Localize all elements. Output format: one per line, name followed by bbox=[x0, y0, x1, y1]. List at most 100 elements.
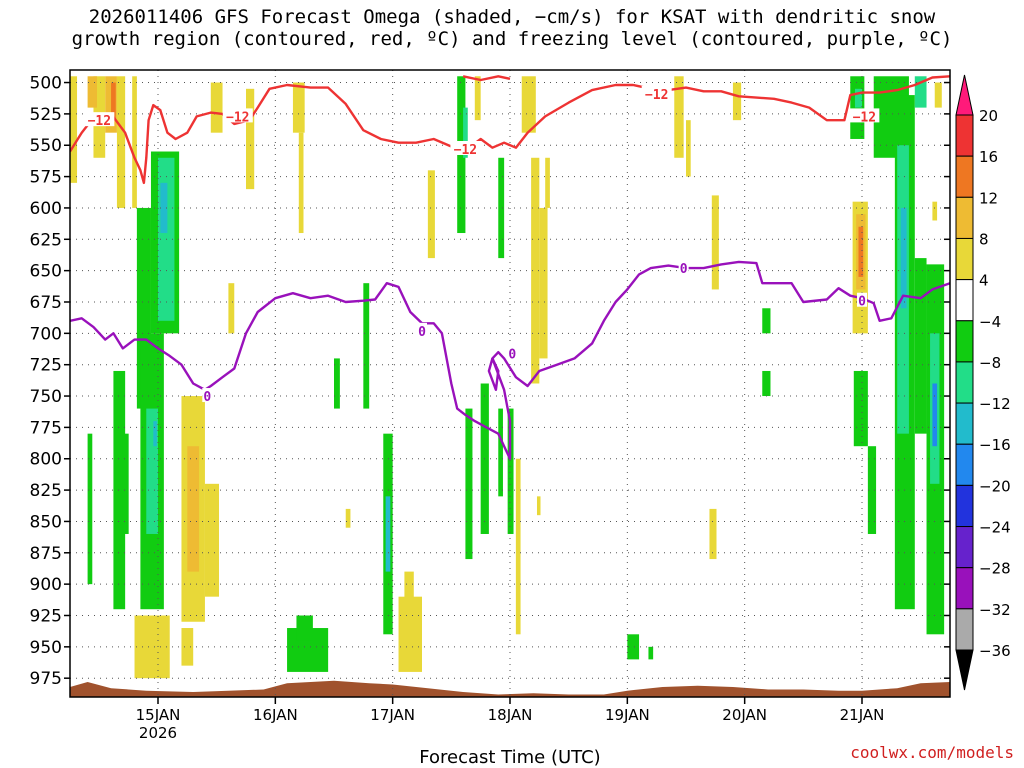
contour-line--12 bbox=[70, 75, 950, 185]
colorbar-swatch bbox=[955, 443, 974, 486]
omega-cell bbox=[932, 201, 938, 221]
colorbar-label: −16 bbox=[979, 436, 1011, 454]
x-tick-label: 18JAN bbox=[488, 706, 533, 724]
contour-label: 0 bbox=[418, 325, 426, 340]
colorbar-label: 4 bbox=[979, 272, 989, 290]
y-tick-label: 525 bbox=[30, 105, 62, 125]
y-tick-label: 775 bbox=[30, 418, 62, 438]
contour-label: −12 bbox=[226, 110, 249, 125]
omega-cell bbox=[153, 421, 157, 447]
omega-cell bbox=[204, 483, 220, 597]
colorbar-label: −36 bbox=[979, 642, 1011, 660]
omega-cell bbox=[515, 458, 521, 635]
terrain-fill bbox=[70, 680, 950, 697]
y-tick-label: 975 bbox=[30, 669, 62, 689]
omega-cell bbox=[648, 646, 654, 660]
omega-cell bbox=[674, 76, 684, 158]
contour-label-bg bbox=[450, 141, 481, 156]
omega-cell bbox=[932, 383, 938, 447]
y-tick-label: 850 bbox=[30, 512, 62, 532]
contour-label-bg bbox=[849, 108, 880, 123]
y-tick-label: 800 bbox=[30, 450, 62, 470]
omega-cell bbox=[853, 370, 868, 447]
colorbar-label: −28 bbox=[979, 560, 1011, 578]
y-tick-label: 900 bbox=[30, 575, 62, 595]
omega-cell bbox=[404, 571, 414, 603]
x-tick-label: 15JAN bbox=[136, 706, 181, 724]
x-tick-label: 16JAN bbox=[253, 706, 298, 724]
colorbar-label: 20 bbox=[979, 107, 998, 125]
omega-cell bbox=[87, 433, 93, 585]
omega-cell bbox=[627, 634, 640, 660]
omega-cell bbox=[934, 82, 942, 108]
chart-title-line-2: growth region (contoured, red, ºC) and f… bbox=[71, 28, 953, 50]
omega-cell bbox=[498, 408, 503, 497]
x-tick-label: 21JAN bbox=[840, 706, 885, 724]
colorbar-label: −24 bbox=[979, 519, 1011, 537]
colorbar-label: −12 bbox=[979, 395, 1011, 413]
omega-cell bbox=[858, 226, 864, 277]
watermark: coolwx.com/models bbox=[850, 743, 1014, 762]
y-tick-label: 650 bbox=[30, 262, 62, 282]
omega-cell bbox=[298, 132, 304, 234]
omega-cell bbox=[210, 82, 223, 133]
colorbar-swatch bbox=[955, 526, 974, 569]
omega-cell bbox=[762, 370, 771, 397]
colorbar-label: −20 bbox=[979, 477, 1011, 495]
x-axis-label: Forecast Time (UTC) bbox=[419, 747, 600, 768]
x-tick-label: 19JAN bbox=[605, 706, 650, 724]
y-tick-label: 925 bbox=[30, 606, 62, 626]
omega-cell bbox=[246, 88, 255, 190]
y-tick-label: 625 bbox=[30, 230, 62, 250]
omega-cell bbox=[70, 76, 78, 183]
colorbar: 20 16 12 8 4 −4 −8 −12 −16 −20 −24 −28 −32 −36 bbox=[955, 74, 1011, 691]
contour-label-bg bbox=[857, 292, 867, 307]
contour-label: 0 bbox=[203, 390, 211, 405]
contour-label-bg bbox=[417, 322, 427, 337]
contour-label: 0 bbox=[508, 347, 516, 362]
colorbar-label: 12 bbox=[979, 189, 998, 207]
contour-label-bg bbox=[678, 260, 689, 275]
contour-label-bg bbox=[641, 85, 672, 100]
omega-cell bbox=[539, 207, 548, 359]
contour-label: 0 bbox=[858, 295, 866, 310]
colorbar-bottom-arrow bbox=[955, 649, 974, 691]
omega-cell bbox=[711, 195, 719, 290]
contour-label: 0 bbox=[680, 262, 688, 277]
contour-layer: −12 −12 −12 −12 −12 0 0 0 0 0 bbox=[70, 75, 950, 460]
contour-label-bg bbox=[222, 108, 253, 123]
y-tick-label: 875 bbox=[30, 544, 62, 564]
x-tick-sublabel: 2026 bbox=[139, 724, 177, 742]
colorbar-swatch bbox=[955, 155, 974, 198]
contour-label: −12 bbox=[454, 143, 477, 158]
y-tick-label: 950 bbox=[30, 638, 62, 658]
colorbar-swatch bbox=[955, 608, 974, 651]
colorbar-label: −32 bbox=[979, 601, 1011, 619]
y-tick-label: 600 bbox=[30, 199, 62, 219]
omega-cell bbox=[507, 408, 514, 534]
contour-label: −12 bbox=[853, 110, 876, 125]
y-tick-label: 575 bbox=[30, 168, 62, 188]
omega-cell bbox=[187, 446, 200, 572]
omega-cell bbox=[427, 170, 435, 259]
omega-cell bbox=[914, 76, 927, 108]
omega-cell bbox=[498, 157, 505, 259]
colorbar-swatch bbox=[955, 567, 974, 610]
contour-label-bg bbox=[507, 345, 518, 360]
omega-cell bbox=[545, 157, 550, 208]
colorbar-top-arrow bbox=[955, 74, 974, 116]
colorbar-label: −8 bbox=[979, 354, 1001, 372]
omega-cell bbox=[536, 496, 541, 516]
omega-cell bbox=[521, 76, 536, 133]
colorbar-label: −4 bbox=[979, 313, 1001, 331]
colorbar-swatch bbox=[955, 279, 974, 322]
contour-label-bg bbox=[84, 112, 115, 127]
omega-cell bbox=[111, 82, 116, 121]
omega-cell bbox=[87, 76, 97, 108]
omega-cell bbox=[122, 433, 129, 534]
colorbar-swatch bbox=[955, 402, 974, 445]
omega-cell bbox=[762, 308, 771, 334]
omega-cell bbox=[160, 182, 168, 234]
